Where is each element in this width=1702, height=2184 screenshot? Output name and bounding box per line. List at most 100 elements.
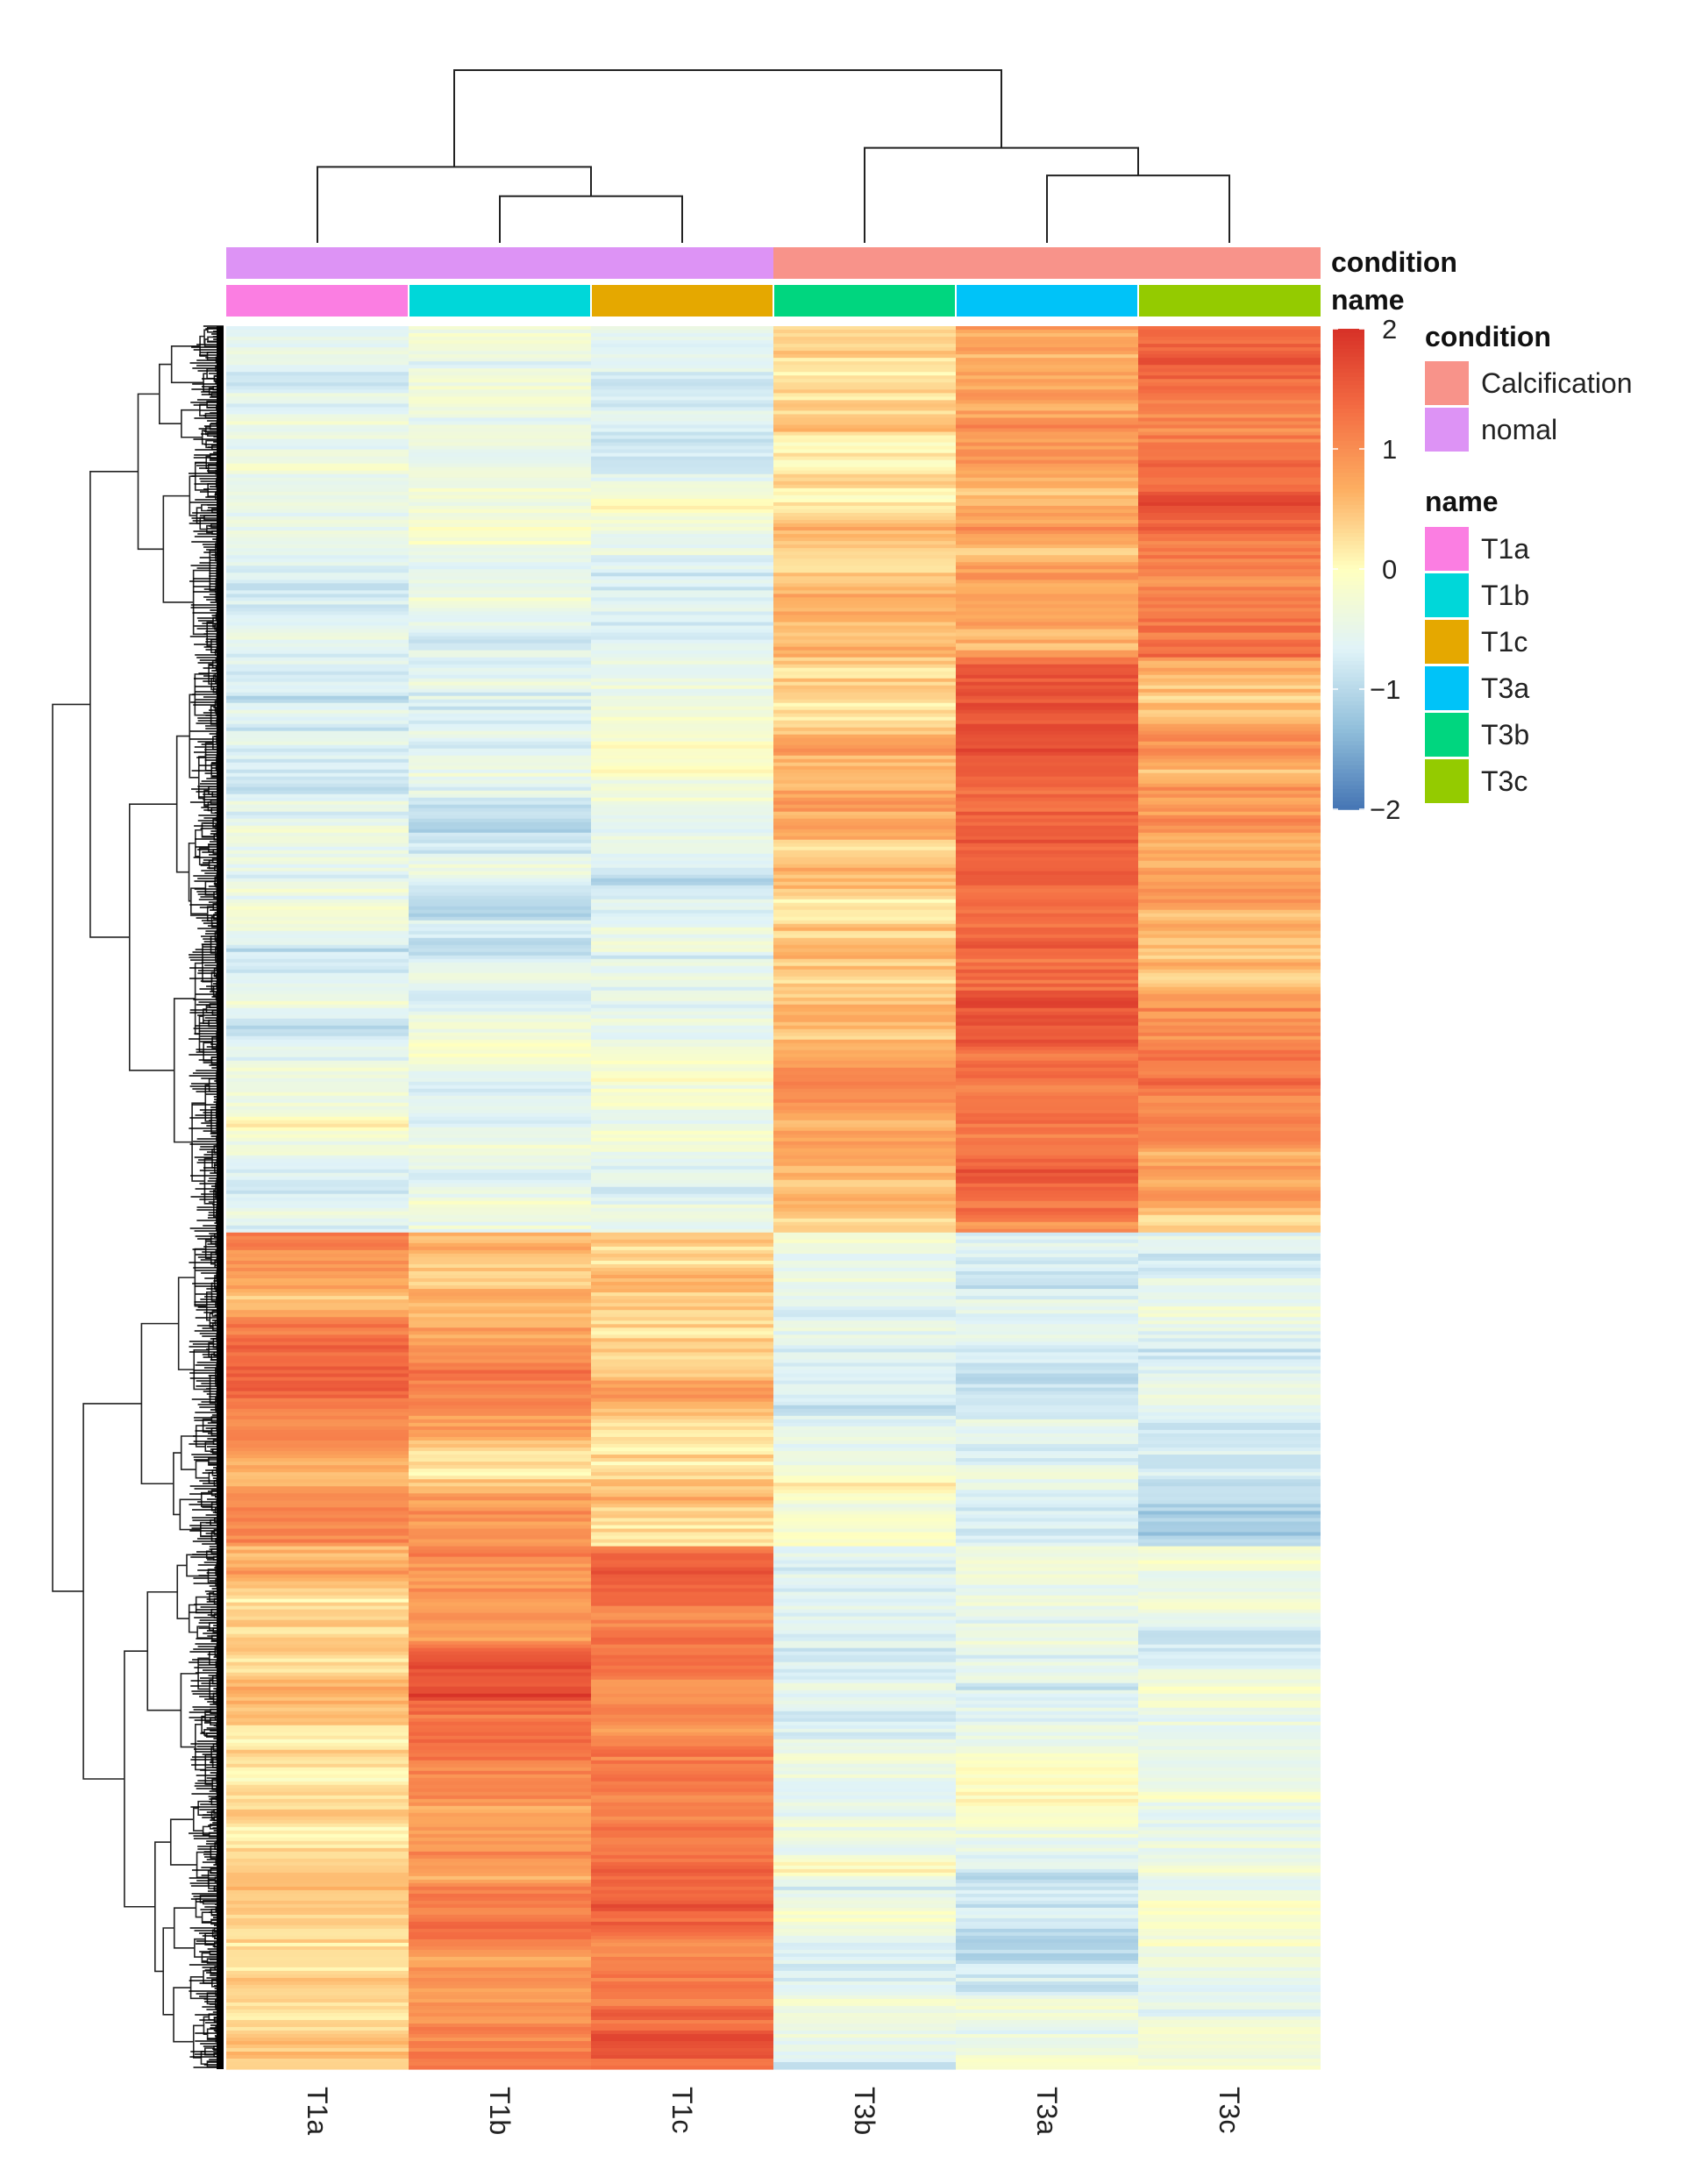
heatmap-cell (1138, 1282, 1321, 1286)
heatmap-cell (956, 1935, 1138, 1940)
heatmap-cell (1138, 1886, 1321, 1891)
heatmap-cell (226, 639, 409, 644)
heatmap-cell (1138, 790, 1321, 795)
heatmap-cell (591, 937, 773, 943)
heatmap-cell (591, 969, 773, 974)
heatmap-cell (956, 1249, 1138, 1255)
color-scale-segment (1333, 404, 1364, 410)
heatmap-cell (226, 688, 409, 694)
heatmap-cell (409, 358, 591, 362)
heatmap-cell (773, 516, 956, 521)
heatmap-cell (956, 716, 1138, 722)
heatmap-cell (409, 783, 591, 788)
heatmap-cell (1138, 1085, 1321, 1090)
heatmap-cell (773, 1130, 956, 1135)
heatmap-cell (591, 1525, 773, 1530)
color-scale-segment (1333, 793, 1364, 799)
heatmap-cell (773, 1095, 956, 1100)
heatmap-cell (956, 1570, 1138, 1576)
heatmap-cell (1138, 1623, 1321, 1628)
heatmap-cell (773, 969, 956, 974)
heatmap-cell (591, 2009, 773, 2014)
heatmap-cell (773, 1179, 956, 1184)
heatmap-cell (956, 1732, 1138, 1737)
heatmap-cell (956, 1854, 1138, 1860)
legend-label-t1a: T1a (1481, 533, 1529, 565)
heatmap-cell (956, 1172, 1138, 1177)
heatmap-cell (409, 1064, 591, 1069)
heatmap-cell (409, 1348, 591, 1354)
heatmap-cell (409, 1078, 591, 1083)
heatmap-cell (591, 487, 773, 493)
heatmap-cell (409, 850, 591, 855)
heatmap-cell (226, 326, 409, 331)
heatmap-cell (956, 758, 1138, 764)
heatmap-cell (591, 358, 773, 362)
heatmap-cell (591, 1875, 773, 1881)
heatmap-cell (956, 1352, 1138, 1357)
heatmap-cell (226, 1127, 409, 1132)
heatmap-cell (409, 407, 591, 412)
heatmap-cell (409, 1637, 591, 1642)
heatmap-cell (409, 1507, 591, 1512)
heatmap-cell (1138, 1591, 1321, 1597)
heatmap-cell (591, 344, 773, 348)
heatmap-cell (226, 1228, 409, 1234)
heatmap-cell (591, 793, 773, 799)
heatmap-cell (226, 1612, 409, 1618)
heatmap-cell (1138, 1553, 1321, 1558)
color-scale-segment (1333, 509, 1364, 514)
heatmap-cell (956, 2012, 1138, 2017)
color-scale-segment (1333, 345, 1364, 350)
heatmap-cell (226, 1984, 409, 1989)
heatmap-cell (409, 2026, 591, 2031)
row-dendrogram-link (201, 430, 207, 445)
heatmap-cell (226, 1549, 409, 1554)
heatmap-cell (591, 1584, 773, 1590)
heatmap-cell (226, 1977, 409, 1982)
color-scale-segment (1333, 513, 1364, 518)
heatmap-cell (956, 786, 1138, 792)
heatmap-cell (956, 2040, 1138, 2045)
heatmap-cell (591, 1970, 773, 1975)
color-scale-segment (1333, 440, 1364, 446)
heatmap-cell (773, 1078, 956, 1083)
heatmap-cell (591, 843, 773, 848)
legend-label-t3c: T3c (1481, 765, 1528, 797)
heatmap-cell (773, 790, 956, 795)
heatmap-cell (591, 576, 773, 580)
heatmap-cell (409, 1011, 591, 1016)
heatmap-cell (773, 822, 956, 827)
heatmap-cell (591, 1014, 773, 1020)
heatmap-cell (956, 1861, 1138, 1867)
heatmap-cell (773, 2066, 956, 2070)
heatmap-cell (591, 480, 773, 486)
heatmap-cell (773, 1781, 956, 1786)
color-scale-segment (1333, 649, 1364, 654)
heatmap-cell (226, 1539, 409, 1544)
heatmap-cell (591, 1144, 773, 1149)
heatmap-cell (409, 1511, 591, 1516)
heatmap-cell (773, 800, 956, 806)
heatmap-cell (1138, 1348, 1321, 1354)
heatmap-cell (956, 934, 1138, 939)
heatmap-cell (409, 386, 591, 390)
heatmap-cell (1138, 825, 1321, 830)
heatmap-cell (226, 709, 409, 715)
heatmap-cell (1138, 1581, 1321, 1586)
heatmap-cell (591, 562, 773, 566)
heatmap-cell (956, 1232, 1138, 1237)
heatmap-cell (773, 993, 956, 999)
heatmap-cell (409, 502, 591, 507)
heatmap-cell (956, 993, 1138, 999)
heatmap-cell (773, 958, 956, 964)
heatmap-cell (591, 1749, 773, 1754)
heatmap-cell (226, 1725, 409, 1730)
heatmap-cell (226, 372, 409, 376)
heatmap-cell (226, 895, 409, 900)
heatmap-cell (226, 1327, 409, 1332)
heatmap-cell (773, 400, 956, 404)
heatmap-cell (409, 1896, 591, 1902)
heatmap-cell (591, 632, 773, 637)
heatmap-cell (409, 1369, 591, 1375)
